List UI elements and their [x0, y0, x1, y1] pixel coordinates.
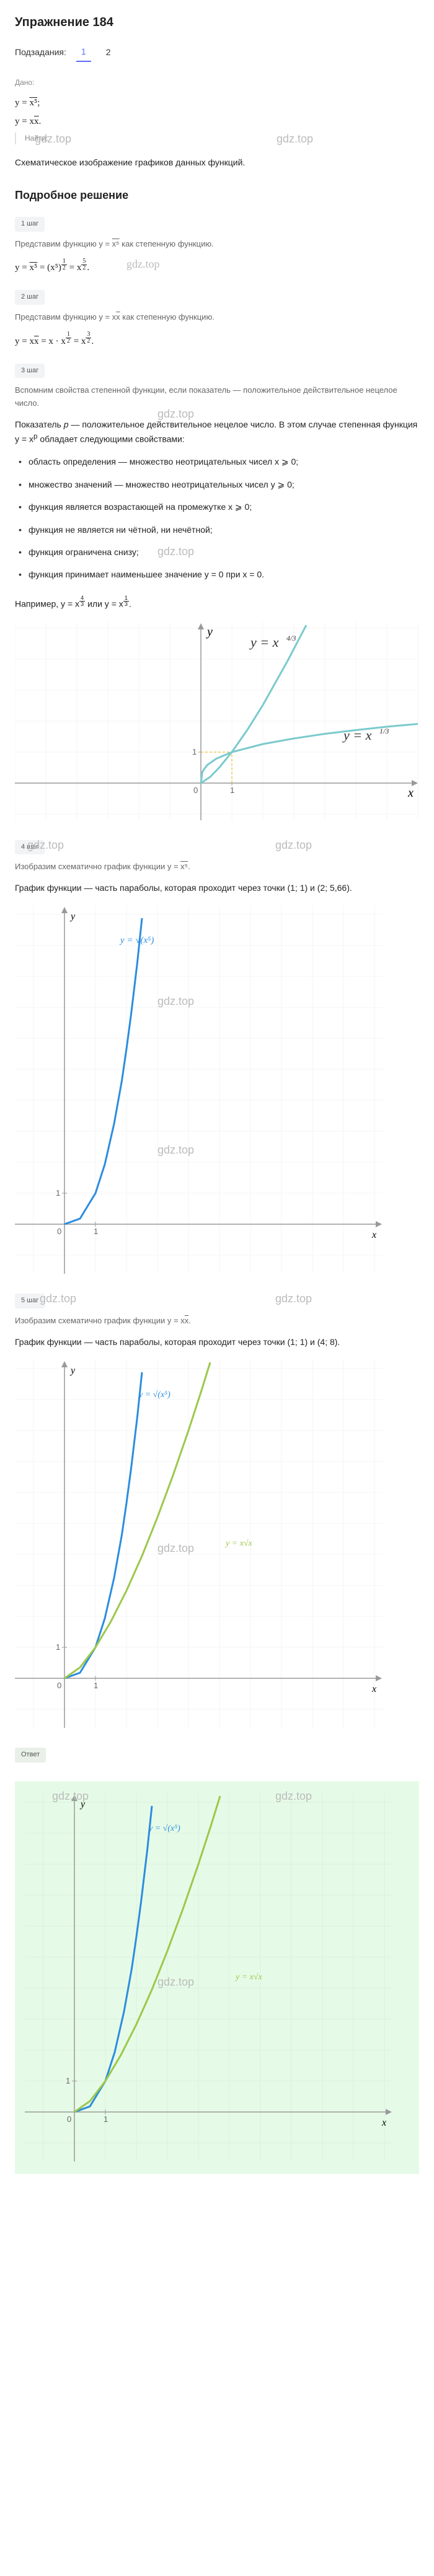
subtab-row: Подзадания: 1 2 — [15, 42, 419, 62]
svg-text:y = x√x: y = x√x — [224, 1539, 253, 1548]
subtab-label: Подзадания: — [15, 45, 66, 59]
step-intro-2: Представим функцию y = xx как степенную … — [15, 311, 419, 324]
step-intro-1: Представим функцию y = x⁵ как степенную … — [15, 238, 419, 251]
svg-text:x: x — [371, 1684, 376, 1694]
given-line-2: y = xx. — [15, 114, 419, 129]
svg-text:0: 0 — [67, 2114, 71, 2124]
svg-text:1: 1 — [56, 1642, 60, 1652]
step-intro-5: Изобразим схематично график функции y = … — [15, 1315, 419, 1328]
svg-text:y: y — [206, 625, 213, 639]
step-badge-1: 1 шаг — [15, 217, 45, 232]
svg-text:0: 0 — [57, 1227, 61, 1236]
svg-text:y = √(x⁵): y = √(x⁵) — [138, 1390, 170, 1400]
svg-text:1/3: 1/3 — [379, 727, 389, 735]
answer-label: Ответ — [15, 1748, 46, 1763]
solution-heading: Подробное решение — [15, 186, 419, 204]
list-item: функция принимает наименьшее значение y … — [15, 567, 419, 581]
step-example-3: Например, y = x43 или y = x13. — [15, 595, 419, 611]
find-label: Найти: — [25, 133, 419, 144]
watermark: gdz.top — [275, 836, 312, 854]
watermark: gdz.top — [126, 255, 160, 273]
svg-text:0: 0 — [57, 1681, 61, 1690]
step-formula-2: y = xx = x · x12 = x32. — [15, 331, 419, 349]
svg-text:y = x: y = x — [342, 727, 372, 743]
watermark: gdz.top — [157, 543, 194, 561]
svg-text:y = x√x: y = x√x — [234, 1973, 263, 1982]
answer-box: gdz.top gdz.top 011yxy = √(x⁵)y = x√x gd… — [15, 1781, 419, 2174]
svg-text:1: 1 — [192, 747, 197, 756]
svg-text:y = x: y = x — [249, 634, 279, 650]
chart-1: 0 1 1 y x y = x 4/3 y = x 1/3 — [15, 622, 419, 820]
svg-text:y = √(x⁵): y = √(x⁵) — [119, 935, 154, 945]
list-item: функция не является ни чётной, ни нечётн… — [15, 523, 419, 537]
list-item: область определения — множество неотрица… — [15, 455, 419, 468]
step-intro-4: Изобразим схематично график функции y = … — [15, 861, 419, 874]
step-badge-3: 3 шаг — [15, 364, 45, 379]
subtab-1[interactable]: 1 — [76, 42, 91, 62]
svg-text:0: 0 — [193, 786, 198, 795]
svg-text:1: 1 — [94, 1681, 98, 1690]
svg-text:y: y — [69, 1365, 76, 1376]
list-item: множество значений — множество неотрицат… — [15, 478, 419, 491]
svg-text:1: 1 — [66, 2076, 70, 2085]
watermark: gdz.top — [275, 1290, 312, 1308]
svg-text:x: x — [407, 786, 414, 800]
svg-text:y: y — [69, 911, 76, 922]
given-label: Дано: — [15, 77, 419, 89]
step-badge-5: 5 шаг — [15, 1294, 45, 1308]
subtab-2[interactable]: 2 — [101, 43, 116, 61]
svg-text:x: x — [371, 1230, 376, 1240]
svg-text:1: 1 — [94, 1227, 98, 1236]
step-badge-4: 4 шаг — [15, 840, 45, 855]
svg-text:y = √(x⁵): y = √(x⁵) — [148, 1824, 180, 1833]
step-badge-2: 2 шаг — [15, 290, 45, 305]
svg-text:1: 1 — [56, 1188, 60, 1198]
step-body-3: gdz.top Показатель p — положительное дей… — [15, 418, 419, 446]
find-box: Найти: gdz.top gdz.top — [15, 133, 419, 144]
svg-text:4/3: 4/3 — [286, 634, 296, 642]
step-body-5: График функции — часть параболы, которая… — [15, 1335, 419, 1349]
list-item: функция является возрастающей на промежу… — [15, 500, 419, 514]
page-title: Упражнение 184 — [15, 12, 419, 32]
list-item: функция ограничена снизу; gdz.top — [15, 545, 419, 559]
svg-text:x: x — [381, 2118, 386, 2128]
chart-2: 011yxy = √(x⁵) gdz.top gdz.top — [15, 906, 419, 1274]
watermark: gdz.top — [40, 1290, 76, 1308]
chart-3: 011yxy = √(x⁵)y = x√x gdz.top — [15, 1360, 419, 1728]
find-text: Схематическое изображение графиков данны… — [15, 156, 419, 169]
step-intro-3: Вспомним свойства степенной функции, есл… — [15, 384, 419, 410]
svg-text:1: 1 — [104, 2114, 108, 2124]
svg-text:1: 1 — [230, 786, 234, 795]
step-body-4: График функции — часть параболы, которая… — [15, 881, 419, 895]
svg-text:y: y — [79, 1799, 86, 1810]
given-line-1: y = x⁵; — [15, 95, 419, 110]
step-formula-1: y = x⁵ = (x⁵)12 = x52. gdz.top — [15, 258, 419, 275]
properties-list: область определения — множество неотрица… — [15, 455, 419, 581]
